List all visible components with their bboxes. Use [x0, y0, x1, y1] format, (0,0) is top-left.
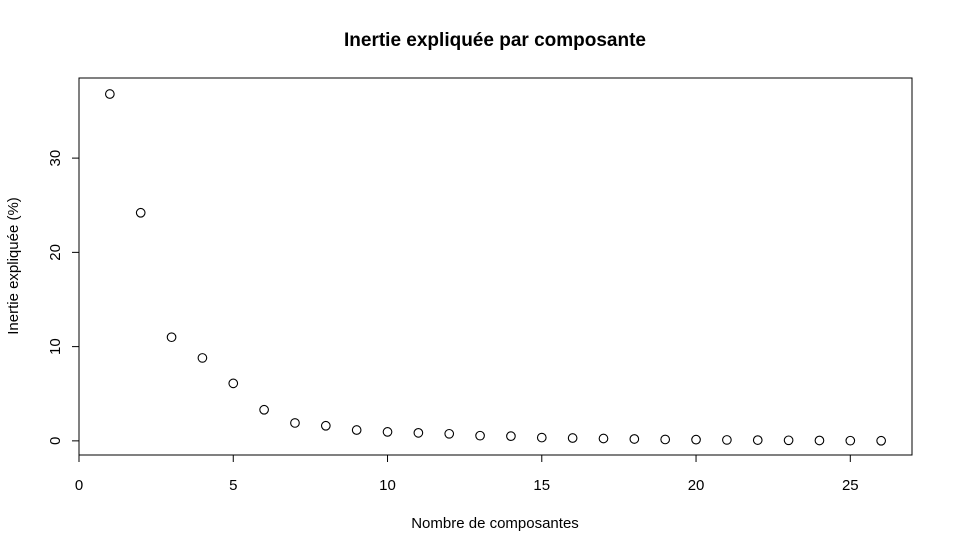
x-tick-label: 10 — [379, 477, 396, 494]
data-point — [135, 207, 146, 218]
data-point — [506, 431, 516, 442]
x-tick-label: 15 — [533, 477, 550, 494]
data-point — [845, 435, 856, 446]
data-point — [290, 418, 300, 428]
data-point — [444, 428, 455, 439]
data-point — [567, 433, 578, 443]
data-point — [783, 435, 794, 446]
y-axis: 0 10 20 30 — [47, 150, 80, 445]
data-points — [105, 89, 886, 446]
data-point — [475, 430, 485, 441]
data-point — [814, 435, 825, 446]
data-point — [660, 434, 671, 445]
y-tick-label: 30 — [47, 150, 64, 167]
data-point — [691, 434, 701, 445]
data-point — [629, 434, 640, 444]
plot-frame — [78, 77, 913, 456]
data-point — [166, 332, 177, 343]
data-point — [228, 378, 239, 389]
data-point — [320, 420, 331, 431]
y-tick-label: 20 — [47, 244, 64, 261]
x-axis-label: Nombre de composantes — [411, 515, 579, 532]
chart-title: Inertie expliquée par composante — [344, 30, 646, 51]
x-tick-label: 25 — [842, 477, 859, 494]
data-point — [351, 425, 362, 435]
data-point — [722, 435, 732, 445]
x-axis: 0 5 10 15 20 25 — [75, 454, 859, 494]
y-tick-label: 0 — [47, 437, 64, 445]
data-point — [876, 435, 886, 446]
y-axis-label: Inertie expliquée (%) — [5, 197, 22, 335]
data-point — [382, 427, 393, 437]
data-point — [752, 435, 763, 445]
data-point — [259, 404, 269, 415]
y-tick-label: 10 — [47, 338, 64, 355]
data-point — [197, 353, 208, 363]
data-point — [105, 89, 115, 99]
x-tick-label: 5 — [229, 477, 237, 494]
x-tick-label: 0 — [75, 477, 83, 494]
data-point — [413, 428, 424, 438]
data-point — [598, 433, 609, 444]
x-tick-label: 20 — [688, 477, 705, 494]
data-point — [536, 432, 547, 443]
